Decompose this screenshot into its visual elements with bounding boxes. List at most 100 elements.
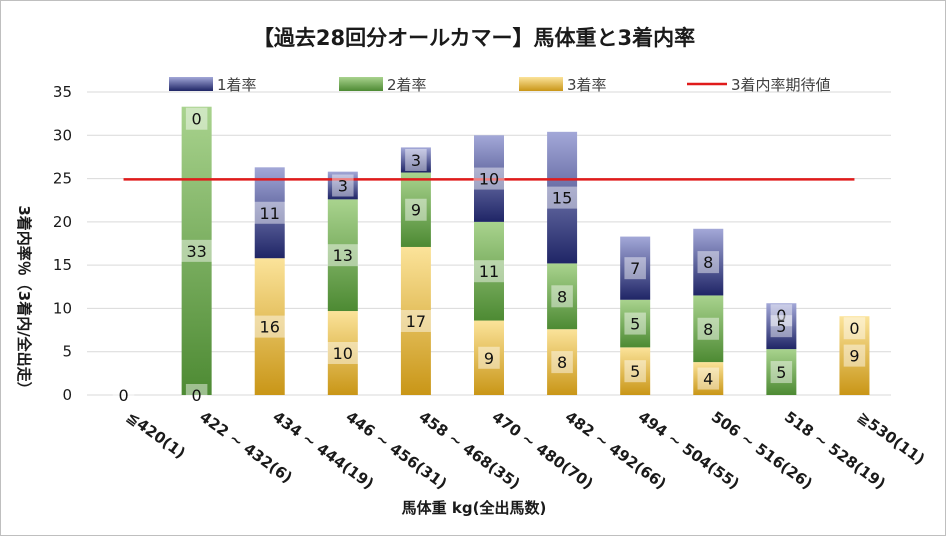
bar-segment-first <box>254 167 285 259</box>
data-label-bg <box>181 239 213 262</box>
legend-label: 3着内率期待値 <box>731 76 831 94</box>
data-label: 0 <box>849 319 859 338</box>
data-label-bg <box>843 317 866 340</box>
data-label-bg <box>624 312 646 335</box>
x-axis-title: 馬体重 kg(全出馬数) <box>402 499 547 517</box>
y-axis-title: 3着内率％（3着内/全出走） <box>15 205 33 396</box>
legend-label: 3着率 <box>567 76 607 94</box>
data-label: 16 <box>260 318 280 337</box>
bar-segment-second <box>693 295 724 363</box>
data-label: 17 <box>406 312 426 331</box>
y-tick-label: 35 <box>53 83 72 101</box>
bar-segment-first <box>547 131 578 264</box>
x-axis-ticks: ≦420(1) 422 ~ 432(6)434 ~ 444(19)446 ~ 45… <box>123 408 928 493</box>
y-tick-label: 5 <box>62 343 72 361</box>
data-label-bg <box>624 360 646 383</box>
bar-segment-third <box>620 347 651 395</box>
bar-segment-second <box>474 221 504 321</box>
bar-segment-first <box>766 303 797 350</box>
bar-segment-second <box>547 263 578 330</box>
data-label: 7 <box>630 259 640 278</box>
data-label: 0 <box>118 386 128 405</box>
data-label: 5 <box>630 315 640 334</box>
bar-segment-third <box>327 311 358 395</box>
data-label-bg <box>405 198 427 221</box>
bar-segment-second <box>400 172 431 247</box>
legend: 1着率 2着率 3着率 3着内率期待値 <box>169 76 831 94</box>
bar-segment-first <box>400 147 431 173</box>
bar-segment-third <box>693 362 724 395</box>
data-label-bg <box>478 346 500 369</box>
data-label-bg <box>400 309 432 332</box>
data-label: 5 <box>630 362 640 381</box>
y-tick-label: 15 <box>53 256 72 274</box>
bar-segment-third <box>547 329 578 395</box>
bar-segment-third <box>474 320 504 395</box>
data-label: 3 <box>411 151 421 170</box>
bar-segment-second <box>327 199 358 312</box>
bar-segment-first <box>620 236 651 300</box>
legend-label: 1着率 <box>217 76 257 94</box>
data-label-bg <box>327 244 359 267</box>
data-label-bg <box>185 107 208 130</box>
bar-segment-first <box>327 171 358 200</box>
legend-swatch <box>519 77 563 91</box>
data-label: 4 <box>703 370 713 389</box>
data-label-bg <box>473 167 505 190</box>
data-label-bg <box>332 174 354 197</box>
y-tick-label: 30 <box>53 126 72 144</box>
data-label-bg <box>405 148 427 171</box>
data-label-bg <box>254 201 286 224</box>
data-label: 0 <box>192 110 202 129</box>
data-label-bg <box>697 317 720 340</box>
y-tick-label: 0 <box>62 386 72 404</box>
data-label-bg <box>546 186 578 209</box>
data-label: 9 <box>411 201 421 220</box>
data-label-bg <box>770 315 793 338</box>
bar-segment-second <box>766 349 797 395</box>
data-label: 10 <box>333 344 353 363</box>
data-label-bg <box>770 304 793 327</box>
data-label-bg <box>112 384 135 406</box>
data-label-bg <box>551 285 573 308</box>
data-label: 9 <box>484 349 494 368</box>
y-tick-label: 10 <box>53 299 72 317</box>
bar-segment-first <box>693 228 724 296</box>
data-label-bg <box>770 361 793 384</box>
chart-title: 【過去28回分オールカマー】馬体重と3着内率 <box>253 26 695 50</box>
data-label-bg <box>697 251 720 274</box>
data-label: 15 <box>552 189 572 208</box>
data-label: 8 <box>703 320 713 339</box>
data-label: 33 <box>186 242 206 261</box>
data-label-bg <box>327 342 359 365</box>
data-label: 8 <box>703 253 713 272</box>
data-label: 10 <box>479 170 499 189</box>
x-tick-label: ≧530(11) <box>854 408 928 469</box>
y-axis-ticks: 0 5 10 15 20 25 30 35 <box>53 83 72 404</box>
data-label: 3 <box>338 176 348 195</box>
data-label: 8 <box>557 287 567 306</box>
data-label: 8 <box>557 353 567 372</box>
data-label-bg <box>473 260 505 283</box>
data-label: 0 <box>192 386 202 405</box>
data-label: 13 <box>333 246 353 265</box>
data-label: 9 <box>849 347 859 366</box>
x-tick-label: ≦420(1) <box>123 408 189 463</box>
data-label-bg <box>551 351 573 374</box>
data-label-bg <box>843 344 866 367</box>
y-tick-label: 25 <box>53 170 72 188</box>
bars <box>181 106 870 396</box>
bar-segment-third <box>839 316 870 395</box>
legend-swatch <box>169 77 213 91</box>
legend-label: 2着率 <box>387 76 427 94</box>
data-label-bg <box>254 315 286 338</box>
data-label: 5 <box>776 317 786 336</box>
bar-segment-second <box>181 106 212 396</box>
data-label-bg <box>697 367 720 390</box>
bar-segment-third <box>254 258 285 395</box>
data-label: 11 <box>260 204 280 223</box>
data-label-bg <box>185 384 208 406</box>
